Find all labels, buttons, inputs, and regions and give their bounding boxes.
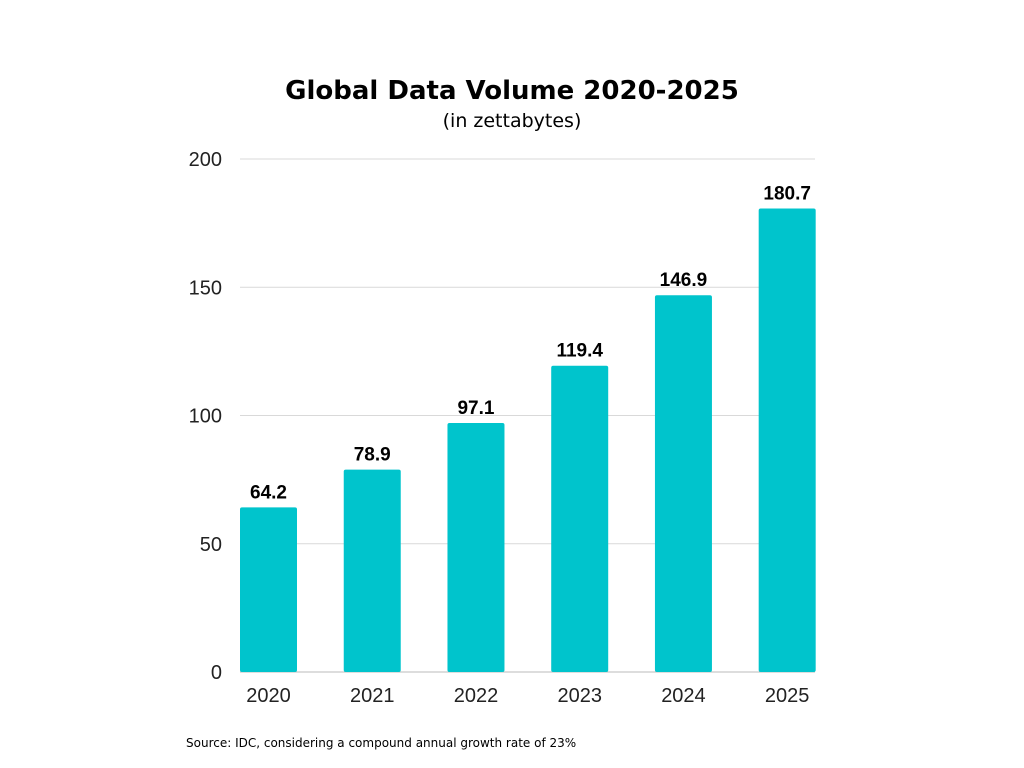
- y-tick-label: 0: [211, 662, 222, 684]
- bar-value-label: 78.9: [354, 445, 391, 466]
- bar-value-label: 97.1: [457, 398, 494, 419]
- bar-value-label: 146.9: [660, 270, 708, 291]
- bar: [447, 422, 505, 672]
- bar-value-label: 180.7: [763, 184, 811, 205]
- y-tick-label: 50: [200, 534, 222, 556]
- bar: [343, 469, 401, 672]
- source-note: Source: IDC, considering a compound annu…: [186, 736, 577, 750]
- y-tick-label: 150: [189, 277, 222, 299]
- bar-value-label: 119.4: [556, 341, 603, 362]
- x-tick-label: 2023: [557, 685, 602, 707]
- x-tick-label: 2022: [454, 685, 499, 707]
- bar: [240, 507, 297, 672]
- bar-value-label: 64.2: [250, 482, 287, 503]
- y-tick-label: 200: [189, 149, 222, 171]
- x-tick-label: 2024: [661, 685, 706, 707]
- y-tick-label: 100: [189, 406, 222, 428]
- x-tick-label: 2020: [246, 685, 291, 707]
- bar: [551, 365, 609, 672]
- chart-title: Global Data Volume 2020-2025: [285, 76, 739, 106]
- chart-subtitle: (in zettabytes): [442, 110, 582, 132]
- x-tick-label: 2025: [765, 685, 810, 707]
- x-tick-label: 2021: [350, 685, 395, 707]
- bar: [654, 295, 712, 672]
- bar: [758, 208, 816, 672]
